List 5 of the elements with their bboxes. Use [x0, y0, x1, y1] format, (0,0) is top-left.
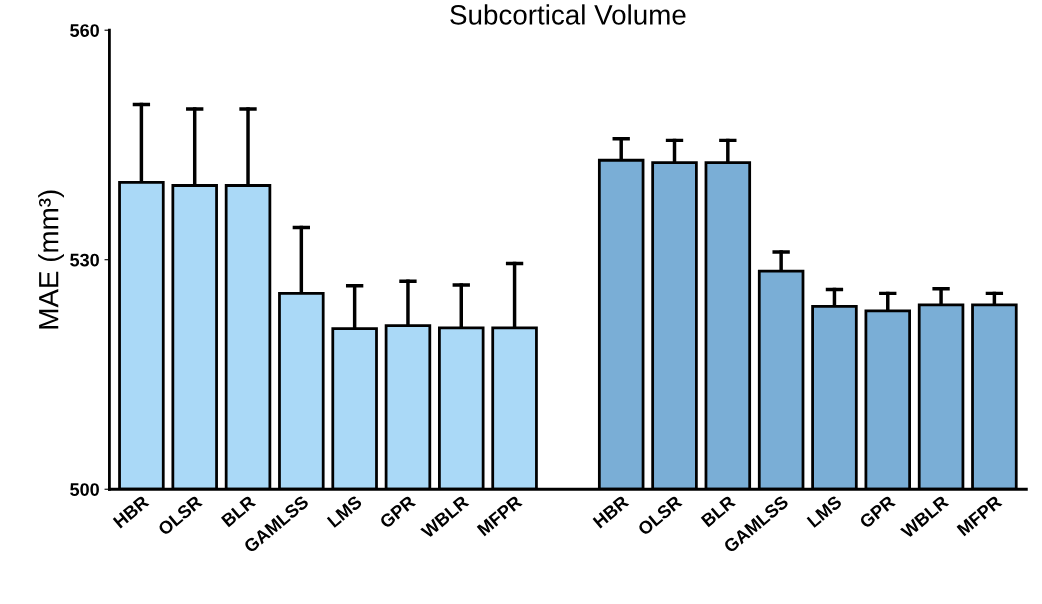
chart-title: Subcortical Volume [450, 4, 686, 25]
y-tick-label: 530 [70, 253, 99, 267]
y-tick-label: 500 [70, 483, 99, 496]
y-axis-title: MAE (mm³) [38, 190, 64, 329]
y-tick-label: 560 [70, 24, 99, 37]
